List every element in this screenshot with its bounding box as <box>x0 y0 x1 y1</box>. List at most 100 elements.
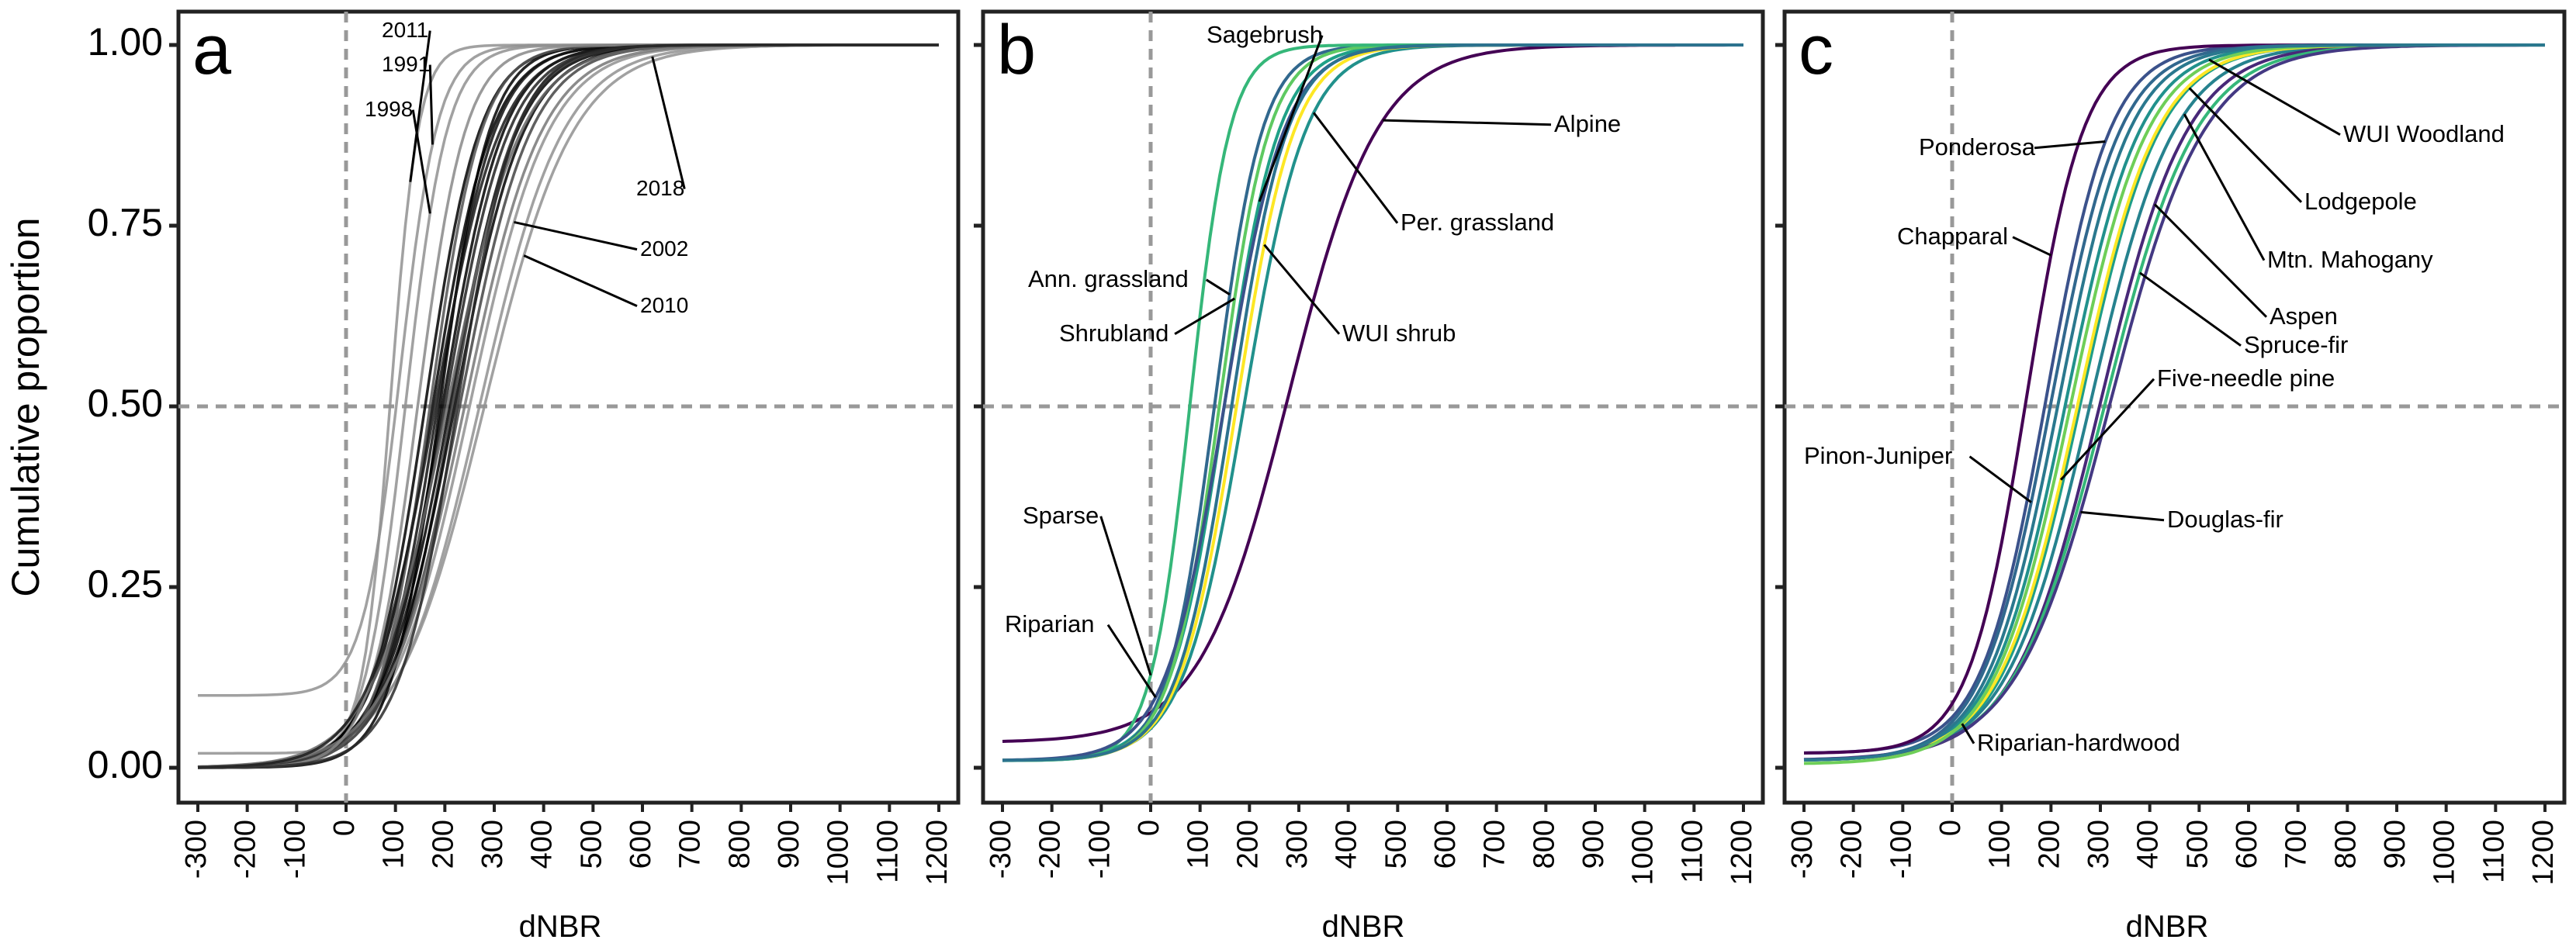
x-tick-label: 800 <box>2329 820 2362 869</box>
x-tick-label: 300 <box>2083 820 2115 869</box>
series-label: Sparse <box>1023 502 1099 529</box>
series-label: 1998 <box>365 97 413 121</box>
panel-letter-b: b <box>997 12 1036 89</box>
x-tick-label: -100 <box>279 820 311 879</box>
y-tick-label: 1.00 <box>88 20 163 64</box>
y-tick-label: 0.75 <box>88 201 163 244</box>
x-tick-label: -300 <box>985 820 1017 879</box>
x-tick-label: 500 <box>1380 820 1412 869</box>
y-tick-label: 0.50 <box>88 382 163 425</box>
series-label: Five-needle pine <box>2157 364 2335 392</box>
x-axis-label-c: dNBR <box>2126 910 2209 944</box>
x-tick-label: 100 <box>1984 820 2017 869</box>
series-label: WUI shrub <box>1342 320 1456 347</box>
x-tick-label: 0 <box>1133 820 1165 836</box>
label-leader <box>2139 271 2242 347</box>
panel-b: -300 -200 -100 0 100 200 300 400 500 600 700 800 900… <box>974 9 1765 886</box>
series-label: Shrubland <box>1059 320 1169 347</box>
x-axis-label-a: dNBR <box>519 910 602 944</box>
x-tick-label: 200 <box>1231 820 1264 869</box>
x-tick-label: -300 <box>180 820 213 879</box>
series-label: Douglas-fir <box>2167 506 2283 533</box>
x-tick-label: 1200 <box>1726 820 1758 886</box>
series-label: Ponderosa <box>1919 133 2036 161</box>
panel-letter-c: c <box>1799 12 1833 89</box>
label-leader <box>1961 723 1975 744</box>
x-tick-label: 700 <box>674 820 707 869</box>
label-leader <box>428 64 434 145</box>
series-label: Mtn. Mahogany <box>2267 246 2433 273</box>
label-leader <box>2188 87 2303 203</box>
y-tick-label: 0.25 <box>88 562 163 606</box>
series-label: 2010 <box>640 293 688 317</box>
x-tick-label: 1200 <box>921 820 954 886</box>
series-label: Lodgepole <box>2304 188 2417 215</box>
x-tick-label: 100 <box>1182 820 1215 869</box>
x-tick-label: -200 <box>230 820 262 879</box>
x-tick-label: 1000 <box>1627 820 1660 886</box>
x-tick-label: 1100 <box>2477 820 2510 883</box>
label-leader <box>2012 236 2051 257</box>
label-leader <box>409 30 431 182</box>
label-leader <box>1383 119 1552 126</box>
x-tick-label: 200 <box>2033 820 2065 869</box>
panel-c: -300 -200 -100 0 100 200 300 400 500 600 700 800 900… <box>1775 9 2567 886</box>
x-tick-label: 600 <box>2231 820 2263 869</box>
x-tick-label: 700 <box>2280 820 2313 869</box>
x-tick-label: 1200 <box>2527 820 2560 886</box>
y-tick-labels: 0.00 0.25 0.50 0.75 1.00 <box>88 20 163 786</box>
label-leader <box>2183 113 2266 261</box>
panel-a: -300 -200 -100 0 100 200 300 400 500 600 700 800 900… <box>169 9 961 886</box>
series-label: WUI Woodland <box>2343 120 2505 147</box>
series-label: 2011 <box>382 18 428 42</box>
x-tick-label: 400 <box>2132 820 2165 869</box>
series-line-c12 <box>1803 43 2545 762</box>
label-leader <box>1263 244 1341 335</box>
series-label: 2002 <box>640 237 688 261</box>
label-leader <box>651 56 686 189</box>
series-label: Riparian <box>1005 610 1094 637</box>
y-axis-label: Cumulative proportion <box>4 217 47 596</box>
label-leader <box>1205 278 1231 295</box>
x-tick-label: 1100 <box>1676 820 1709 883</box>
series-line-b9 <box>1002 43 1743 762</box>
panel-frame-c <box>1782 9 2567 805</box>
label-leader <box>2080 510 2165 522</box>
x-tick-label: 400 <box>1331 820 1363 869</box>
x-tick-label: 800 <box>1528 820 1560 869</box>
series-label: Sagebrush <box>1207 21 1323 48</box>
x-tick-label: -100 <box>1885 820 1917 879</box>
panel-letter-a: a <box>192 12 232 89</box>
x-tick-label: -100 <box>1083 820 1116 879</box>
x-tick-label: -200 <box>1034 820 1067 879</box>
x-tick-label: 900 <box>1577 820 1610 869</box>
x-tick-label: 500 <box>2181 820 2214 869</box>
series-label: Alpine <box>1554 110 1621 137</box>
x-tick-label: 600 <box>1429 820 1462 869</box>
x-tick-label: 100 <box>378 820 410 869</box>
series-label: Chapparal <box>1897 223 2008 250</box>
label-leader <box>2034 140 2106 150</box>
series-label: Ann. grassland <box>1028 265 1189 292</box>
panel-frame-a <box>176 9 961 805</box>
label-leader <box>2208 58 2341 136</box>
x-tick-label: 400 <box>526 820 559 869</box>
label-leader <box>411 109 431 214</box>
x-tick-label: 1000 <box>2429 820 2461 886</box>
x-tick-label: 700 <box>1479 820 1511 869</box>
panel-frame-b <box>981 9 1765 805</box>
label-leader <box>1174 297 1235 335</box>
series-line-y16 <box>197 43 939 769</box>
x-tick-label: 1000 <box>822 820 855 886</box>
x-tick-label: 300 <box>1281 820 1314 869</box>
x-tick-label: 300 <box>476 820 509 869</box>
label-leader <box>1968 455 2032 503</box>
series-label: Per. grassland <box>1401 209 1554 236</box>
series-label: 2018 <box>636 176 684 200</box>
series-label: Aspen <box>2270 302 2338 330</box>
x-tick-label: 900 <box>773 820 805 869</box>
x-axis-label-b: dNBR <box>1322 910 1405 944</box>
label-leader <box>1312 112 1399 224</box>
x-tick-label: 0 <box>328 820 361 836</box>
